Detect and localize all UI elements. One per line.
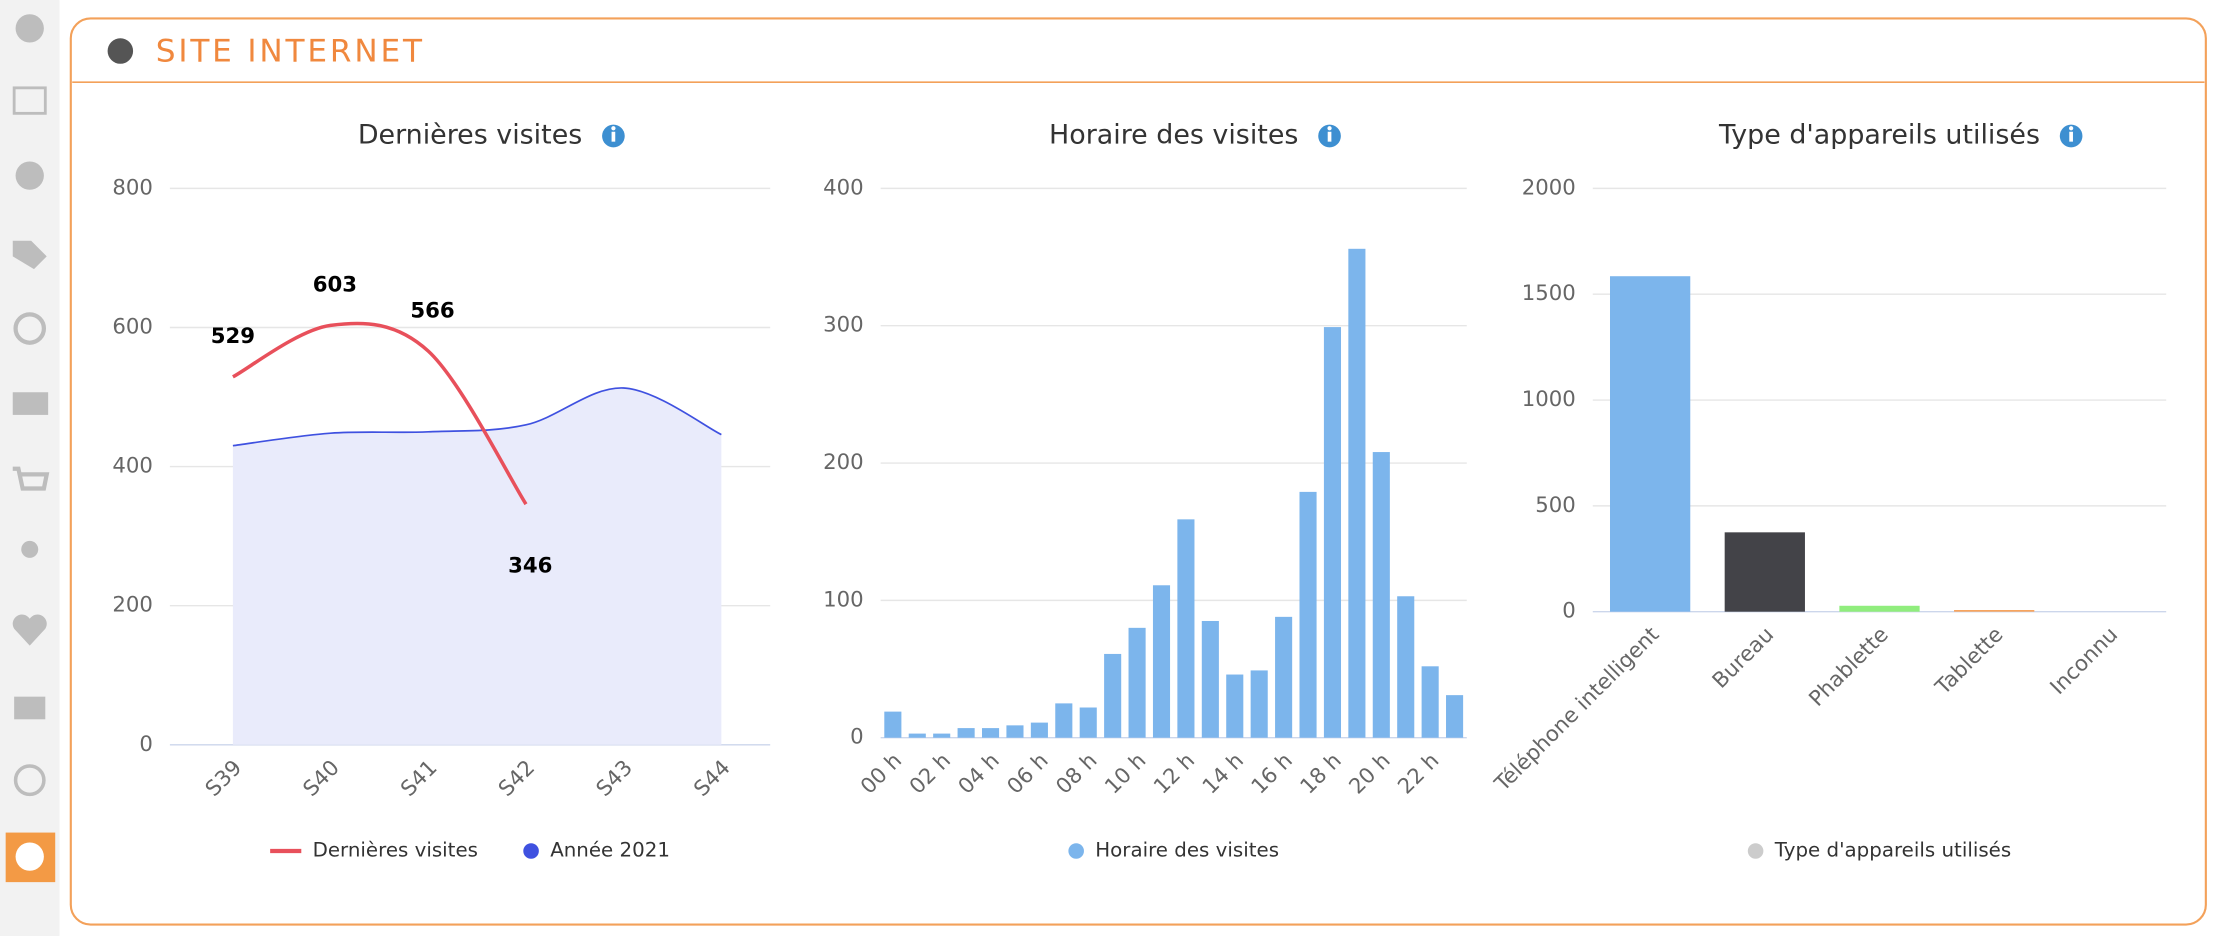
bar — [884, 711, 902, 738]
bar — [1152, 585, 1171, 738]
bar — [1104, 653, 1122, 738]
data-label: 529 — [211, 324, 255, 349]
bar — [1055, 703, 1073, 738]
bar — [1030, 722, 1048, 738]
chart-title: Type d'appareils utilisés — [1718, 119, 2040, 150]
y-tick-label: 300 — [823, 313, 864, 338]
y-tick-label: 0 — [850, 725, 864, 750]
y-tick-label: 1000 — [1522, 387, 1576, 412]
y-tick-label: 400 — [112, 454, 153, 479]
y-tick-label: 100 — [823, 587, 864, 612]
bar — [1446, 695, 1464, 738]
icon-heart[interactable] — [12, 614, 47, 646]
icon-stats[interactable] — [12, 86, 47, 115]
info-icon-stem — [2069, 131, 2073, 142]
legend-label: Type d'appareils utilisés — [1774, 838, 2011, 861]
data-label: 566 — [410, 298, 454, 323]
bar — [933, 733, 951, 738]
icon-tags[interactable] — [12, 240, 47, 270]
icon-cart[interactable] — [12, 466, 50, 491]
sidebar-icons — [5, 14, 56, 883]
y-tick-label: 0 — [1562, 599, 1576, 624]
bar — [1250, 670, 1268, 738]
icon-dashboard[interactable] — [15, 14, 44, 43]
bar — [908, 733, 926, 738]
panel-globe-icon — [107, 38, 134, 64]
y-tick-label: 200 — [823, 450, 864, 475]
legend-symbol — [1068, 843, 1084, 859]
bar — [1954, 610, 2035, 612]
area — [232, 387, 722, 745]
data-label: 346 — [508, 553, 552, 578]
y-tick-label: 2000 — [1522, 175, 1576, 200]
bar — [1839, 605, 1920, 612]
bar — [1006, 725, 1024, 738]
y-tick-label: 800 — [112, 175, 153, 200]
icon-money[interactable] — [12, 392, 49, 415]
bar — [1201, 620, 1219, 738]
legend-symbol — [1747, 843, 1764, 859]
y-tick-label: 500 — [1535, 493, 1576, 518]
legend-label: Horaire des visites — [1095, 838, 1279, 861]
panel-title: SITE INTERNET — [156, 33, 425, 69]
y-tick-label: 600 — [112, 314, 153, 339]
y-tick-label: 400 — [823, 175, 864, 200]
legend-label: Année 2021 — [550, 838, 670, 861]
y-tick-label: 200 — [112, 593, 153, 618]
bar — [957, 728, 975, 738]
icon-users[interactable] — [21, 540, 39, 558]
bar — [1609, 276, 1691, 612]
bar — [1128, 627, 1146, 738]
icon-smile[interactable] — [13, 764, 46, 797]
legend-symbol — [523, 843, 539, 859]
chart-title: Dernières visites — [358, 119, 582, 150]
bar — [1299, 491, 1317, 738]
info-icon-stem — [611, 131, 616, 142]
y-tick-label: 0 — [139, 732, 153, 757]
bar — [1079, 707, 1097, 738]
bar — [1348, 248, 1366, 738]
bar — [1323, 327, 1342, 738]
info-icon-stem — [1327, 131, 1332, 142]
icon-clock[interactable] — [13, 312, 47, 345]
bar — [1372, 452, 1390, 738]
bar — [1275, 616, 1293, 738]
sidebar — [0, 0, 60, 936]
info-icon-dot — [611, 126, 616, 131]
legend-label: Dernières visites — [313, 838, 478, 861]
icon-globe — [15, 842, 44, 871]
bar — [981, 728, 1000, 738]
bar — [1177, 519, 1195, 738]
y-tick-label: 1500 — [1522, 281, 1576, 306]
line — [232, 321, 528, 506]
bar — [1421, 666, 1439, 738]
bar — [1724, 532, 1805, 612]
data-label: 603 — [313, 273, 357, 298]
info-icon-dot — [1327, 126, 1332, 131]
icon-gift[interactable] — [14, 696, 46, 720]
bar — [1397, 596, 1415, 738]
line — [232, 387, 722, 447]
chart-title: Horaire des visites — [1049, 119, 1298, 150]
icon-pie[interactable] — [15, 161, 44, 190]
info-icon-dot — [2068, 126, 2074, 131]
bar — [1226, 674, 1244, 738]
